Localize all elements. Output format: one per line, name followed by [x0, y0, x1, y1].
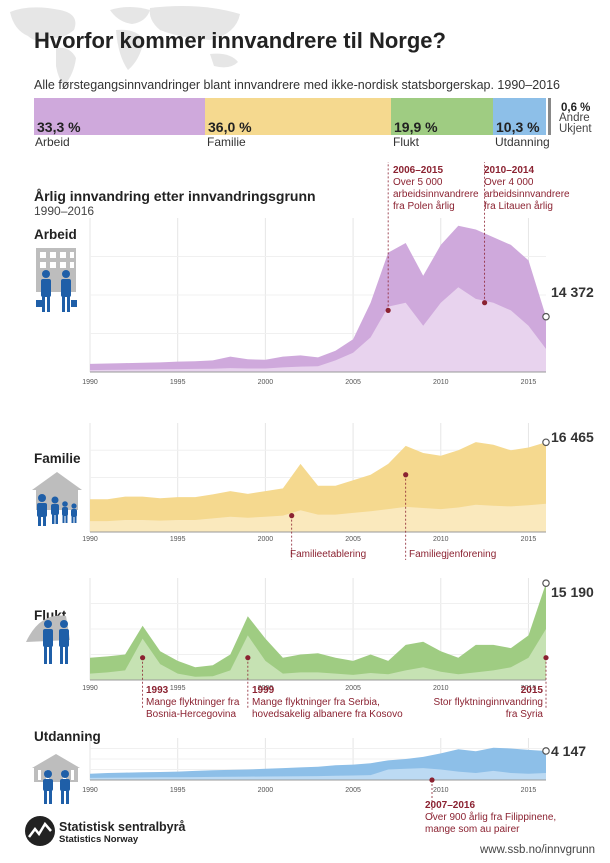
annotation-utdanning-philippines-years: 2007–2016	[425, 800, 476, 811]
share-pct-unknown: 0,6 %	[561, 102, 591, 114]
tick-label-flukt-1995: 1995	[170, 685, 186, 692]
panel-title-familie: Familie	[34, 451, 81, 466]
share-label-arbeid: Arbeid	[35, 135, 70, 149]
annotation-familie-establishment-text: Familieetablering	[290, 549, 367, 560]
annotation-familie-establishment: Familieetablering	[290, 549, 366, 561]
area-inner-arbeid	[90, 287, 546, 372]
tick-label-arbeid-1990: 1990	[82, 379, 98, 386]
tick-label-flukt-2010: 2010	[433, 685, 449, 692]
office-workers-icon	[36, 248, 77, 312]
area-inner-familie	[90, 503, 546, 532]
annotation-flukt-2015-year: 2015	[520, 685, 543, 696]
share-segment-familie: 36,0 %	[205, 98, 391, 135]
share-label-familie: Familie	[207, 135, 246, 149]
share-label-flukt: Flukt	[393, 135, 420, 149]
annotation-flukt-1993-year: 1993	[146, 685, 169, 696]
area-inner-flukt	[90, 629, 546, 680]
share-segment-utdanning: 10,3 %	[493, 98, 546, 135]
annotation-flukt-2015: 2015 Stor flyktninginnvandring fra Syria	[430, 685, 543, 721]
end-marker-utdanning	[542, 747, 550, 755]
share-segment-arbeid: 33,3 %	[34, 98, 205, 135]
tick-label-arbeid-2010: 2010	[433, 379, 449, 386]
world-map-decoration	[10, 6, 240, 86]
school-students-icon	[32, 754, 80, 804]
refugee-tent-icon	[26, 615, 70, 664]
tick-label-familie-2005: 2005	[345, 536, 361, 543]
tick-label-arbeid-2005: 2005	[345, 379, 361, 386]
tick-label-flukt-2000: 2000	[258, 685, 274, 692]
tick-label-utdanning-2015: 2015	[521, 787, 537, 794]
share-segment-unknown	[548, 98, 551, 135]
page-title: Hvorfor kommer innvandrere til Norge?	[34, 28, 446, 53]
tick-label-flukt-2015: 2015	[521, 685, 537, 692]
tick-label-familie-1995: 1995	[170, 536, 186, 543]
share-pct-flukt: 19,9 %	[394, 119, 438, 135]
family-house-icon	[32, 472, 82, 526]
end-value-arbeid: 14 372	[551, 284, 594, 300]
tick-label-utdanning-2005: 2005	[345, 787, 361, 794]
tick-label-arbeid-1995: 1995	[170, 379, 186, 386]
tick-label-arbeid-2015: 2015	[521, 379, 537, 386]
tick-label-familie-2010: 2010	[433, 536, 449, 543]
tick-label-arbeid-2000: 2000	[258, 379, 274, 386]
tick-label-flukt-1990: 1990	[82, 685, 98, 692]
share-label-unknown: Andre Ukjent	[559, 112, 592, 135]
panel-title-utdanning: Utdanning	[34, 729, 101, 744]
share-pct-arbeid: 33,3 %	[37, 119, 81, 135]
annotation-arbeid-lithuania-text: Over 4 000 arbeidsinnvandrere fra Litaue…	[484, 177, 570, 212]
end-marker-familie	[542, 438, 550, 447]
end-marker-arbeid	[542, 312, 550, 321]
annotation-flukt-1993: 1993 Mange flyktninger fra Bosnia-Herceg…	[146, 685, 239, 721]
footer-org-name: Statistisk sentralbyrå	[59, 820, 186, 834]
annotation-flukt-1999-year: 1999	[252, 685, 275, 696]
area-total-flukt	[90, 583, 546, 680]
annotation-familie-reunification: Familiegjenforening	[409, 549, 496, 561]
tick-label-utdanning-1990: 1990	[82, 787, 98, 794]
ssb-logo-icon	[25, 816, 55, 846]
annotation-arbeid-poland-years: 2006–2015	[393, 165, 444, 176]
annotation-familie-reunification-text: Familiegjenforening	[409, 549, 497, 560]
share-label-utdanning: Utdanning	[495, 135, 550, 149]
tick-label-utdanning-2000: 2000	[258, 787, 274, 794]
tick-label-familie-2015: 2015	[521, 536, 537, 543]
footer-org-name-en: Statistics Norway	[59, 834, 139, 845]
end-value-familie: 16 465	[551, 429, 594, 445]
share-pct-familie: 36,0 %	[208, 119, 252, 135]
tick-label-familie-1990: 1990	[82, 536, 98, 543]
page-subtitle: Alle førstegangsinnvandringer blant innv…	[34, 78, 561, 92]
annotation-arbeid-poland: 2006–2015 Over 5 000 arbeidsinnvandrere …	[393, 165, 479, 213]
chart-subtitle: 1990–2016	[34, 204, 95, 218]
tick-label-utdanning-2010: 2010	[433, 787, 449, 794]
annotation-flukt-1999: 1999 Mange flyktninger fra Serbia, hoved…	[252, 685, 403, 721]
tick-label-familie-2000: 2000	[258, 536, 274, 543]
annotation-flukt-1993-text: Mange flyktninger fra Bosnia-Hercegovina	[146, 697, 240, 720]
end-marker-flukt	[542, 579, 550, 587]
footer-url-link[interactable]: www.ssb.no/innvgrunn	[480, 844, 596, 856]
end-value-utdanning: 4 147	[551, 743, 587, 759]
annotation-utdanning-philippines: 2007–2016 Over 900 årlig fra Filippinene…	[425, 800, 556, 836]
end-value-flukt: 15 190	[551, 584, 594, 600]
tick-label-flukt-2005: 2005	[345, 685, 361, 692]
area-inner-utdanning	[90, 768, 546, 780]
annotation-arbeid-lithuania: 2010–2014 Over 4 000 arbeidsinnvandrere …	[484, 165, 570, 213]
annotation-arbeid-lithuania-years: 2010–2014	[484, 165, 535, 176]
share-pct-utdanning: 10,3 %	[496, 119, 540, 135]
panel-title-arbeid: Arbeid	[34, 227, 77, 242]
chart-title: Årlig innvandring etter innvandringsgrun…	[34, 188, 316, 204]
annotation-flukt-1999-text: Mange flyktninger fra Serbia, hovedsakel…	[252, 697, 403, 720]
tick-label-utdanning-1995: 1995	[170, 787, 186, 794]
annotation-flukt-2015-text: Stor flyktninginnvandring fra Syria	[433, 697, 543, 720]
annotation-arbeid-poland-text: Over 5 000 arbeidsinnvandrere fra Polen …	[393, 177, 479, 212]
share-segment-flukt: 19,9 %	[391, 98, 493, 135]
annotation-utdanning-philippines-text: Over 900 årlig fra Filippinene, mange so…	[425, 812, 557, 835]
